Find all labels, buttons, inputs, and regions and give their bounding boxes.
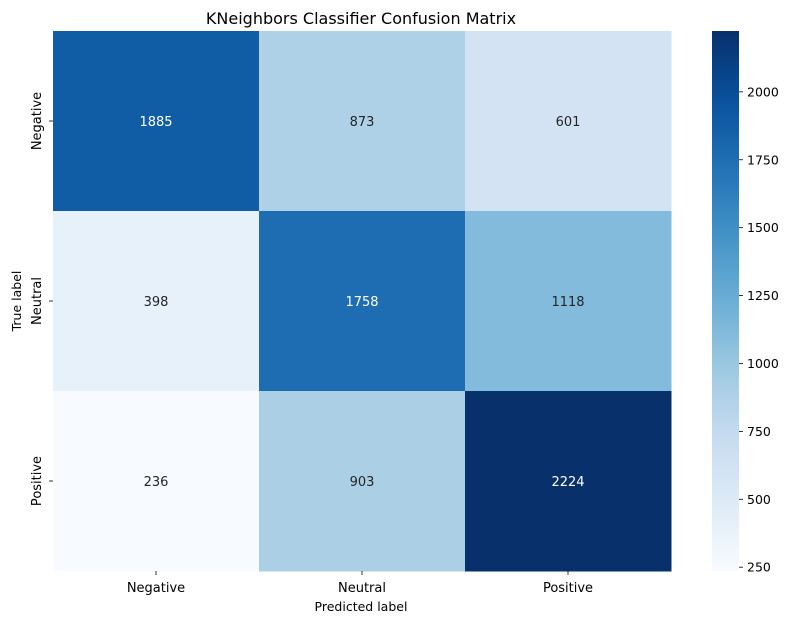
y-tick-label-0: Negative — [30, 92, 45, 150]
heatmap-annotation-2-0: 236 — [144, 475, 169, 490]
x-tick-label-2: Positive — [543, 581, 593, 596]
colorbar-tick-label-6: 1750 — [747, 152, 779, 167]
heatmap-cell-0-2 — [465, 31, 672, 212]
heatmap-cell-2-1 — [259, 391, 466, 572]
x-axis-ticks: Negative Neutral Positive — [127, 571, 593, 596]
heatmap-annotation-2-1: 903 — [350, 475, 375, 490]
heatmap-annotations: 1885 873 601 398 1758 1118 236 903 2224 — [139, 115, 584, 490]
colorbar-tick-label-3: 1000 — [747, 356, 779, 371]
heatmap-annotation-0-0: 1885 — [139, 115, 172, 130]
heatmap-annotation-2-2: 2224 — [551, 475, 584, 490]
heatmap-annotation-1-1: 1758 — [345, 295, 378, 310]
heatmap-cell-2-0 — [53, 391, 260, 572]
y-axis-label: True label — [9, 271, 24, 333]
y-tick-label-2: Positive — [30, 456, 45, 506]
heatmap-cell-0-0 — [53, 31, 260, 212]
heatmap-annotation-1-2: 1118 — [551, 295, 584, 310]
heatmap-annotation-1-0: 398 — [144, 295, 169, 310]
colorbar-tick-label-2: 750 — [747, 424, 771, 439]
heatmap-cell-0-1 — [259, 31, 466, 212]
heatmap-annotation-0-1: 873 — [350, 115, 375, 130]
colorbar-tick-label-5: 1500 — [747, 220, 779, 235]
colorbar-tick-label-1: 500 — [747, 492, 771, 507]
colorbar-tick-label-7: 2000 — [747, 84, 779, 99]
colorbar-tick-label-4: 1250 — [747, 288, 779, 303]
colorbar-gradient — [712, 31, 739, 571]
colorbar: 250 500 750 1000 1250 1500 1750 2000 — [712, 31, 779, 575]
chart-title: KNeighbors Classifier Confusion Matrix — [206, 9, 516, 28]
x-axis-label: Predicted label — [315, 599, 408, 614]
heatmap-cell-2-2 — [465, 391, 672, 572]
colorbar-tick-label-0: 250 — [747, 560, 771, 575]
y-axis-ticks: Negative Neutral Positive — [30, 92, 53, 506]
heatmap-annotation-0-2: 601 — [556, 115, 581, 130]
heatmap-cell-1-0 — [53, 211, 260, 392]
x-tick-label-0: Negative — [127, 581, 185, 596]
x-tick-label-1: Neutral — [338, 581, 386, 596]
heatmap-cell-1-1 — [259, 211, 466, 392]
heatmap-cell-1-2 — [465, 211, 672, 392]
y-tick-label-1: Neutral — [30, 277, 45, 325]
heatmap-cells — [53, 31, 672, 572]
